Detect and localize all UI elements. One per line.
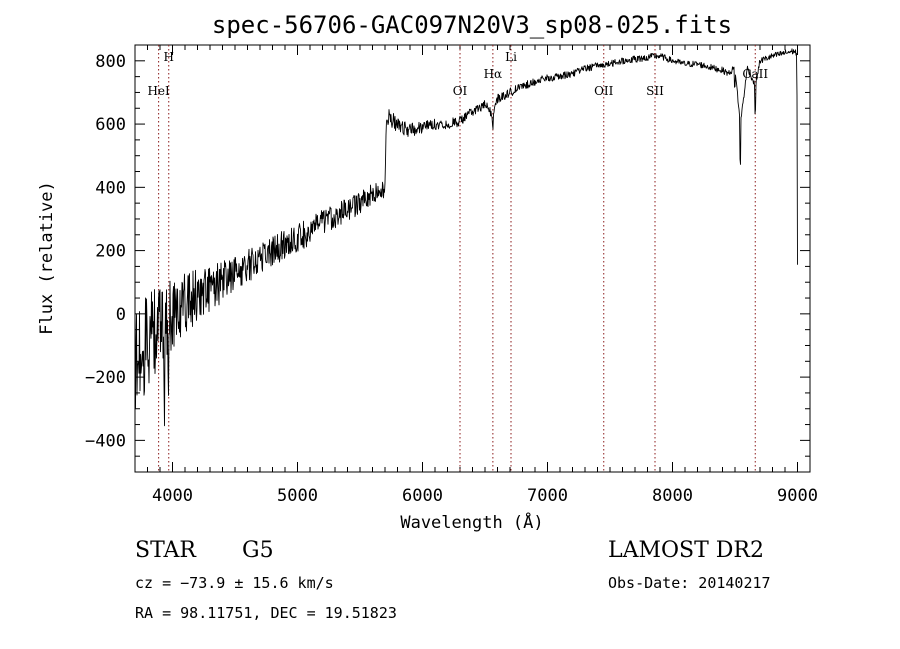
y-tick-label: 600 bbox=[95, 115, 126, 135]
x-tick-label: 7000 bbox=[527, 486, 568, 506]
flux-series-line bbox=[134, 48, 798, 427]
spectral-line-label: HeI bbox=[147, 84, 170, 98]
survey-name: LAMOST DR2 bbox=[608, 538, 764, 563]
radial-velocity: cz = −73.9 ± 15.6 km/s bbox=[135, 574, 334, 592]
object-subclass: G5 bbox=[242, 538, 274, 563]
spectral-line-label: OII bbox=[594, 84, 614, 98]
y-tick-label: 200 bbox=[95, 242, 126, 262]
x-tick-label: 6000 bbox=[402, 486, 443, 506]
y-tick-label: 0 bbox=[116, 305, 126, 325]
observation-date: Obs-Date: 20140217 bbox=[608, 574, 771, 592]
spectral-line-label: SII bbox=[646, 84, 664, 98]
x-tick-label: 4000 bbox=[152, 486, 193, 506]
spectral-line-label: H bbox=[164, 50, 174, 64]
x-tick-label: 9000 bbox=[777, 486, 818, 506]
spectral-line-label: Hα bbox=[484, 67, 503, 81]
spectral-line-label: Li bbox=[505, 50, 517, 64]
y-tick-label: 400 bbox=[95, 178, 126, 198]
x-tick-label: 5000 bbox=[277, 486, 318, 506]
y-axis-label: Flux (relative) bbox=[37, 181, 57, 335]
sky-coordinates: RA = 98.11751, DEC = 19.51823 bbox=[135, 604, 397, 622]
chart-title: spec-56706-GAC097N20V3_sp08-025.fits bbox=[212, 11, 732, 39]
plot-frame bbox=[134, 44, 811, 473]
object-class: STAR bbox=[135, 538, 196, 563]
x-axis-label: Wavelength (Å) bbox=[400, 511, 543, 533]
spectral-line-label: OI bbox=[453, 84, 468, 98]
x-tick-label: 8000 bbox=[652, 486, 693, 506]
y-tick-label: −400 bbox=[85, 431, 126, 451]
y-tick-label: −200 bbox=[85, 368, 126, 388]
axis-ticks: 4000 5000 6000 7000 8000 9000 −400 −200 0 200 400 6… bbox=[85, 45, 818, 506]
y-tick-label: 800 bbox=[95, 52, 126, 72]
